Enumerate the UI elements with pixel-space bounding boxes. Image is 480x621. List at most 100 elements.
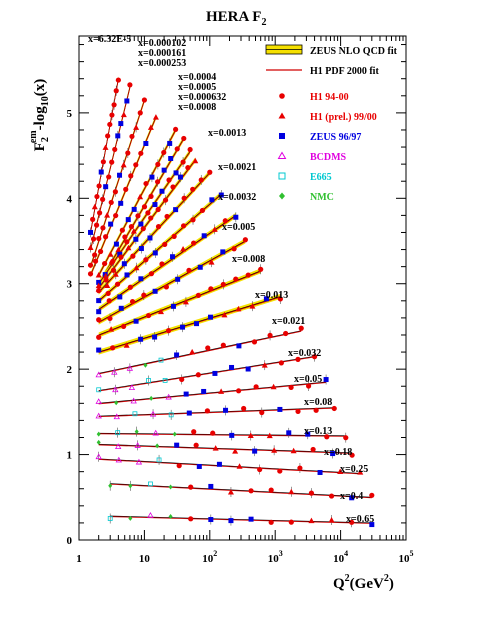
zeus-point (317, 469, 323, 475)
h1-point (298, 325, 304, 331)
zeus-point (196, 463, 202, 469)
y-tick-label: 0 (67, 535, 73, 547)
h1-prel-point (137, 193, 144, 200)
h1-fit-line (98, 160, 196, 289)
h1-point (233, 276, 239, 282)
h1-point (148, 193, 154, 199)
h1-prel-point (218, 388, 225, 394)
h1-prel-point (115, 246, 122, 253)
h1-point (123, 186, 129, 192)
h1-prel-point (232, 448, 239, 454)
e665-point (132, 411, 138, 417)
x-tick-label: 102 (202, 549, 217, 565)
h1-prel-point (102, 272, 109, 279)
h1-point (185, 165, 191, 171)
h1-prel-point (270, 383, 277, 390)
h1-point (198, 177, 204, 183)
h1-point (87, 262, 94, 268)
zeus-point (248, 516, 254, 522)
x-bin-label: x=0.005 (222, 222, 255, 233)
x-bin-label: x=0.08 (304, 397, 332, 408)
zeus-fit-line (98, 355, 315, 391)
zeus-point (168, 155, 174, 161)
zeus-point (228, 518, 234, 524)
zeus-point (236, 343, 242, 349)
h1-prel-point (108, 326, 115, 332)
h1-prel-point (133, 264, 140, 271)
y-tick-label: 5 (67, 108, 73, 120)
h1-prel-point (180, 246, 187, 252)
bcdms-point (95, 453, 102, 460)
bcdms-point (126, 365, 134, 371)
x-bin-label: x=0.032 (288, 348, 321, 359)
h1-point (108, 199, 114, 206)
zeus-point (174, 442, 180, 448)
h1-point (162, 241, 168, 248)
h1-point (191, 429, 197, 435)
zeus-point (118, 200, 124, 206)
h1-prel-point (227, 488, 234, 495)
zeus-point (113, 241, 119, 247)
zeus-point (115, 133, 121, 139)
h1-point (251, 339, 258, 345)
h1-point (331, 405, 337, 412)
h1-point (349, 452, 355, 458)
h1-point (190, 186, 196, 192)
e665-point (156, 457, 162, 463)
h1-point (155, 206, 161, 213)
zeus-fit-line (98, 432, 346, 437)
h1-prel-point (212, 445, 219, 451)
legend-label: H1 PDF 2000 fit (310, 66, 379, 77)
legend-label: ZEUS NLO QCD fit (310, 46, 398, 57)
x-bin-label: x=0.25 (340, 464, 368, 475)
h1-point (107, 121, 113, 128)
e665-point (158, 357, 164, 363)
zeus-point (118, 305, 124, 311)
h1-point (155, 224, 162, 230)
h1-point (113, 212, 119, 219)
zeus-fit-line (98, 296, 281, 353)
h1-point (113, 88, 119, 94)
nmc-point (96, 439, 101, 445)
h1-point (96, 317, 102, 323)
h1-point (106, 298, 112, 304)
x-bin-label: x=0.65 (346, 514, 374, 525)
x-tick-label: 10 (139, 553, 151, 565)
h1-point (100, 159, 106, 165)
h1-point (193, 442, 199, 448)
h1-fit-line (98, 356, 315, 392)
h1-point (248, 488, 254, 494)
h1-point (127, 82, 133, 88)
h1-point (96, 235, 102, 242)
nmc-point (128, 515, 133, 521)
h1-point (210, 430, 216, 436)
zeus-point (223, 407, 229, 413)
e665-point (162, 377, 168, 383)
h1-point (115, 77, 121, 83)
h1-point (277, 296, 283, 302)
h1-prel-point (120, 161, 127, 168)
h1-prel-point (120, 111, 127, 118)
h1-point (143, 257, 149, 263)
h1-point (127, 284, 133, 290)
h1-point (128, 224, 135, 230)
zeus-point (212, 370, 218, 376)
zeus-point (117, 251, 123, 257)
h1-prel-point (107, 251, 114, 257)
h1-prel-point (236, 463, 243, 469)
zeus-point (118, 121, 124, 127)
h1-point (222, 218, 228, 224)
h1-prel-point (152, 114, 159, 120)
h1-point (103, 234, 109, 240)
h1-prel-point (290, 447, 297, 454)
zeus-point (183, 391, 189, 397)
zeus-point (173, 170, 179, 176)
y-tick-label: 2 (67, 364, 73, 376)
h1-prel-point (133, 124, 140, 130)
nmc-point (134, 429, 139, 435)
h1-point (328, 493, 335, 499)
zeus-point (186, 410, 192, 416)
h1-point (195, 372, 201, 378)
h1-prel-point (104, 282, 111, 289)
